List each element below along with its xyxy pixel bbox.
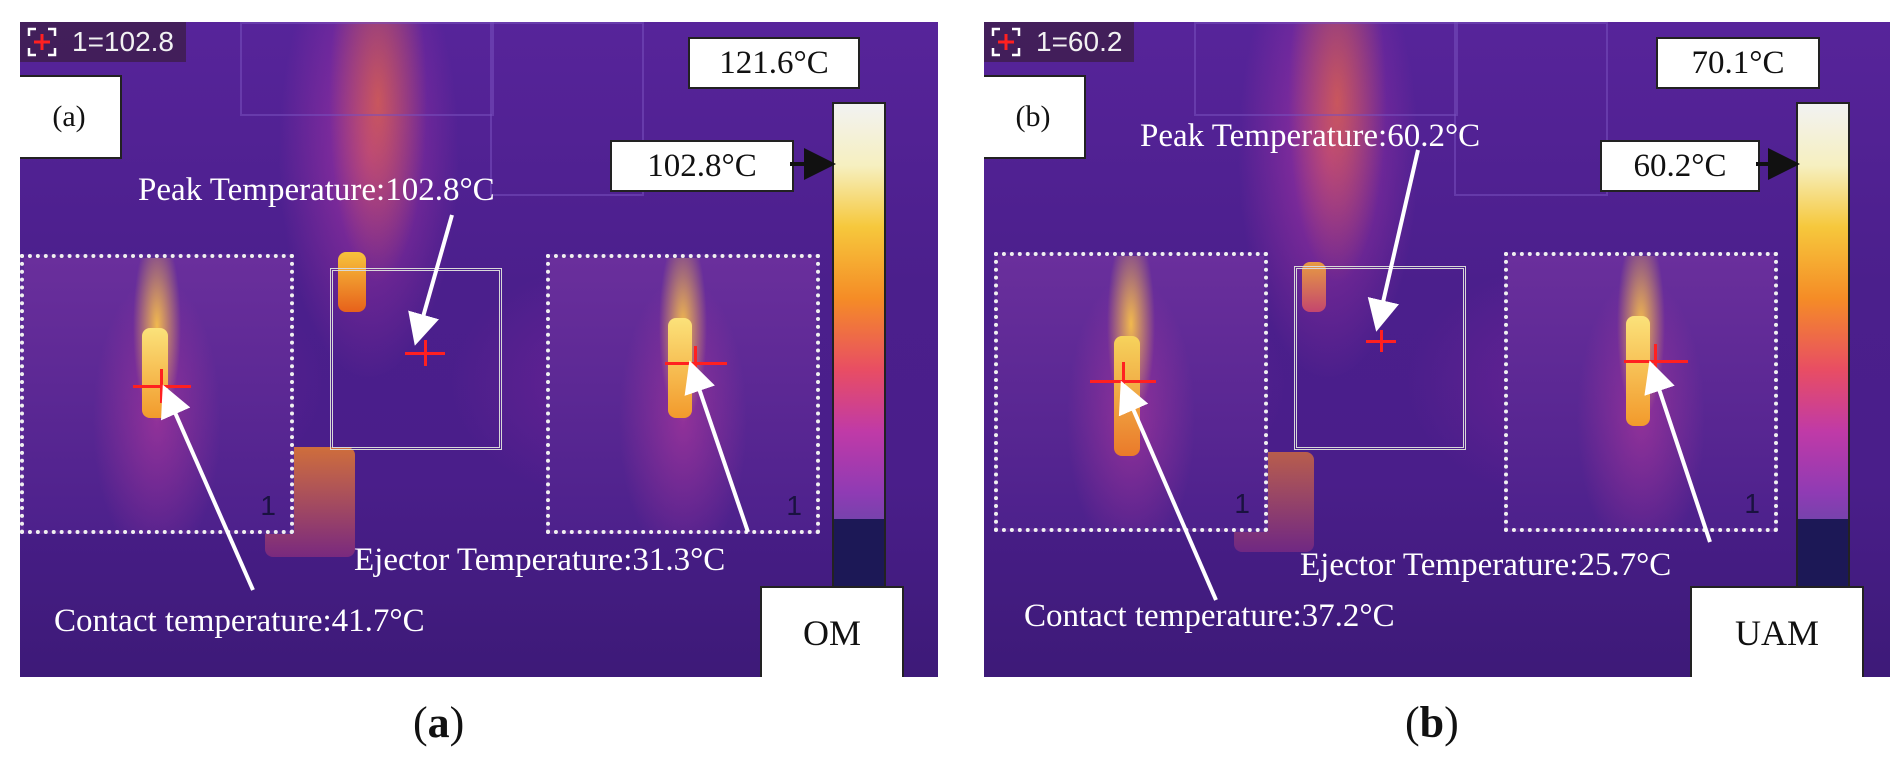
contact-arrow (161, 384, 255, 591)
mode-label-box: OM (760, 586, 904, 677)
hot-spindle (338, 252, 366, 312)
panel-label-box: (b) (984, 75, 1086, 159)
caption-b: (b) (1405, 698, 1459, 747)
inset-left: 1 (994, 252, 1268, 532)
crosshair-icon (991, 27, 1021, 57)
ejector-arrow (684, 360, 750, 533)
scale-marker-value: 60.2°C (1633, 147, 1727, 184)
peak-cursor (1380, 330, 1383, 352)
inset-index: 1 (1234, 488, 1250, 519)
peak-temperature-label: Peak Temperature:60.2°C (1140, 118, 1481, 154)
contact-temperature-label: Contact temperature:37.2°C (1024, 598, 1395, 634)
annotation-arrows (1118, 148, 1800, 601)
inset-right: 1 (546, 254, 820, 534)
panel-label-box: (a) (20, 75, 122, 159)
peak-arrow (408, 214, 454, 346)
caption-b-letter: b (1419, 698, 1445, 747)
panel-label: (a) (52, 100, 86, 133)
readout-value: 1=60.2 (1036, 26, 1123, 57)
panel-label: (b) (1015, 100, 1051, 133)
scale-marker-value: 102.8°C (647, 147, 757, 184)
ejector-arrow (1644, 360, 1712, 543)
caption-a: (a) (413, 698, 465, 747)
thermal-image-b: 1=60.2 (b) 70.1°C 60.2°C 1 1 (984, 22, 1890, 677)
scale-marker-label: 60.2°C (1600, 140, 1760, 192)
inset-index: 1 (260, 490, 276, 521)
machine-housing (1454, 22, 1608, 196)
readout-value: 1=102.8 (72, 26, 174, 57)
ejector-temperature-label: Ejector Temperature:25.7°C (1300, 547, 1672, 583)
peak-arrow (1367, 149, 1420, 332)
center-region-box (330, 268, 502, 450)
center-region-box (1294, 266, 1466, 450)
scale-max-value: 70.1°C (1691, 44, 1785, 81)
mode-label: OM (802, 613, 861, 653)
contact-arrow (1118, 380, 1218, 601)
temperature-readout: 1=60.2 (984, 22, 1135, 62)
mode-label: UAM (1734, 613, 1819, 653)
peak-cursor (424, 340, 427, 366)
contact-temperature-label: Contact temperature:41.7°C (54, 603, 425, 639)
ejector-temperature-label: Ejector Temperature:31.3°C (354, 542, 726, 578)
peak-temperature-label: Peak Temperature:102.8°C (138, 172, 495, 208)
color-scale-bar (832, 102, 886, 618)
machine-housing (240, 22, 494, 116)
hot-spindle (1302, 262, 1326, 312)
annotation-arrows (161, 148, 836, 591)
machine-housing (490, 22, 644, 196)
machine-housing (1194, 22, 1458, 116)
temperature-readout: 1=102.8 (20, 22, 186, 62)
caption-a-letter: a (427, 698, 450, 747)
color-scale-bar (1796, 102, 1850, 618)
inset-index: 1 (786, 490, 802, 521)
scale-max-value: 121.6°C (719, 44, 829, 81)
scale-max-label: 121.6°C (688, 37, 860, 89)
mode-label-box: UAM (1690, 586, 1864, 677)
inset-right: 1 (1504, 252, 1778, 532)
thermal-image-a: 1=102.8 (a) 121.6°C 102.8°C 1 1 (20, 22, 938, 677)
contact-cursor (1122, 362, 1125, 398)
inset-index: 1 (1744, 488, 1760, 519)
scale-max-label: 70.1°C (1656, 37, 1820, 89)
crosshair-icon (27, 27, 57, 57)
